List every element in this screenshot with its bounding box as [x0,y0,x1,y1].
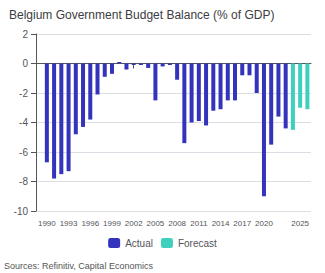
svg-text:1990: 1990 [38,219,56,228]
svg-text:Forecast: Forecast [178,238,217,249]
svg-text:-10: -10 [14,206,29,217]
svg-text:-6: -6 [19,147,28,158]
svg-text:-8: -8 [19,176,28,187]
svg-text:-2: -2 [19,88,28,99]
svg-text:2008: 2008 [168,219,186,228]
svg-text:2011: 2011 [190,219,208,228]
svg-text:2020: 2020 [255,219,273,228]
svg-text:Actual: Actual [125,238,153,249]
svg-text:2: 2 [22,29,28,40]
svg-text:1996: 1996 [81,219,99,228]
svg-text:1999: 1999 [103,219,121,228]
svg-text:2002: 2002 [125,219,143,228]
svg-text:Sources: Refinitiv, Capital Ec: Sources: Refinitiv, Capital Economics [4,261,153,271]
svg-text:2017: 2017 [233,219,251,228]
svg-text:2014: 2014 [212,219,230,228]
svg-text:0: 0 [22,58,28,69]
svg-text:-4: -4 [19,117,28,128]
svg-text:Belgium Government Budget Bala: Belgium Government Budget Balance (% of … [9,8,274,22]
svg-text:2005: 2005 [147,219,165,228]
svg-text:2025: 2025 [291,219,309,228]
svg-text:1993: 1993 [60,219,78,228]
